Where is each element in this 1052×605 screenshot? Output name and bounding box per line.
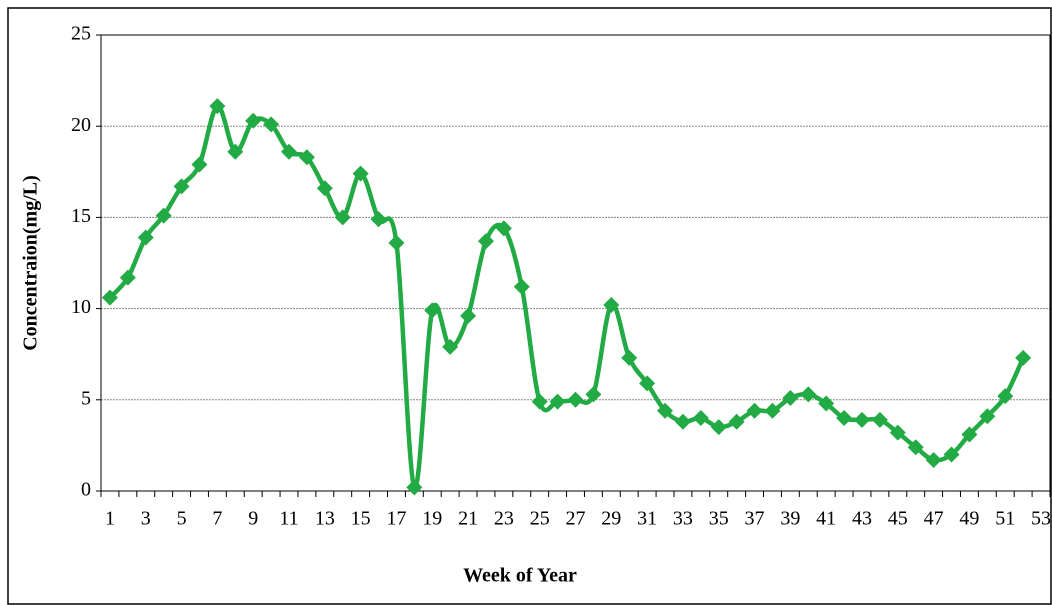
y-tick-label: 10 bbox=[71, 296, 91, 318]
data-point bbox=[137, 229, 154, 246]
data-point bbox=[818, 395, 835, 412]
data-point bbox=[979, 408, 996, 425]
x-tick-label: 1 bbox=[105, 508, 115, 530]
data-point bbox=[764, 402, 781, 419]
data-point bbox=[155, 207, 172, 224]
x-tick-label: 49 bbox=[959, 508, 979, 530]
data-point bbox=[1015, 349, 1032, 366]
data-point bbox=[316, 180, 333, 197]
x-tick-label: 31 bbox=[637, 508, 657, 530]
data-point bbox=[567, 391, 584, 408]
data-point bbox=[728, 413, 745, 430]
data-point bbox=[710, 419, 727, 436]
x-tick-label: 53 bbox=[1031, 508, 1051, 530]
x-tick-label: 33 bbox=[673, 508, 693, 530]
data-point bbox=[836, 410, 853, 427]
data-point bbox=[263, 116, 280, 133]
data-point bbox=[692, 410, 709, 427]
data-point bbox=[460, 307, 477, 324]
x-tick-label: 29 bbox=[601, 508, 621, 530]
x-tick-label: 35 bbox=[709, 508, 729, 530]
data-point bbox=[639, 375, 656, 392]
data-point bbox=[245, 112, 262, 129]
data-point bbox=[424, 302, 441, 319]
data-point bbox=[388, 234, 405, 251]
data-point bbox=[477, 233, 494, 250]
data-point bbox=[853, 411, 870, 428]
y-tick-label: 20 bbox=[71, 114, 91, 136]
data-point bbox=[800, 386, 817, 403]
data-point bbox=[513, 278, 530, 295]
x-tick-label: 27 bbox=[566, 508, 586, 530]
data-point bbox=[674, 413, 691, 430]
y-tick-label: 0 bbox=[81, 479, 91, 501]
data-point bbox=[495, 220, 512, 237]
x-tick-label: 3 bbox=[141, 508, 151, 530]
x-tick-label: 47 bbox=[924, 508, 944, 530]
data-point bbox=[871, 411, 888, 428]
data-point bbox=[961, 426, 978, 443]
data-point bbox=[889, 424, 906, 441]
data-point bbox=[406, 479, 423, 496]
x-axis-title: Week of Year bbox=[463, 565, 577, 587]
data-line bbox=[108, 103, 1026, 490]
x-tick-label: 11 bbox=[279, 508, 298, 530]
data-point bbox=[227, 143, 244, 160]
data-point bbox=[442, 338, 459, 355]
data-point bbox=[549, 393, 566, 410]
x-tick-label: 51 bbox=[995, 508, 1015, 530]
chart-frame bbox=[7, 7, 1052, 605]
data-point bbox=[925, 451, 942, 468]
x-tick-label: 37 bbox=[745, 508, 765, 530]
y-tick-label: 15 bbox=[71, 205, 91, 227]
data-point bbox=[352, 165, 369, 182]
x-tick-label: 39 bbox=[780, 508, 800, 530]
data-point bbox=[907, 439, 924, 456]
data-point bbox=[621, 349, 638, 366]
x-tick-label: 45 bbox=[888, 508, 908, 530]
x-tick-label: 25 bbox=[530, 508, 550, 530]
data-point bbox=[657, 402, 674, 419]
data-point bbox=[746, 402, 763, 419]
data-point bbox=[334, 209, 351, 226]
data-point bbox=[531, 393, 548, 410]
data-point bbox=[101, 289, 118, 306]
data-point bbox=[370, 211, 387, 228]
x-tick-label: 9 bbox=[248, 508, 258, 530]
x-tick-label: 23 bbox=[494, 508, 514, 530]
data-point bbox=[173, 178, 190, 195]
data-point bbox=[281, 143, 298, 160]
data-point bbox=[191, 156, 208, 173]
x-tick-label: 7 bbox=[212, 508, 222, 530]
data-point bbox=[209, 98, 226, 115]
y-tick-label: 5 bbox=[81, 387, 91, 409]
x-tick-label: 19 bbox=[422, 508, 442, 530]
data-point bbox=[782, 389, 799, 406]
x-tick-label: 5 bbox=[177, 508, 187, 530]
x-tick-label: 13 bbox=[315, 508, 335, 530]
y-axis-title: Concentraion(mg/L) bbox=[20, 175, 42, 351]
x-tick-label: 15 bbox=[351, 508, 371, 530]
y-tick-label: 25 bbox=[71, 23, 91, 45]
data-point bbox=[943, 446, 960, 463]
x-tick-label: 17 bbox=[386, 508, 406, 530]
data-point bbox=[585, 386, 602, 403]
data-point bbox=[298, 149, 315, 166]
x-tick-label: 21 bbox=[458, 508, 478, 530]
data-point bbox=[603, 296, 620, 313]
data-point bbox=[119, 269, 136, 286]
x-tick-label: 43 bbox=[852, 508, 872, 530]
x-tick-label: 41 bbox=[816, 508, 836, 530]
data-point bbox=[997, 388, 1014, 405]
